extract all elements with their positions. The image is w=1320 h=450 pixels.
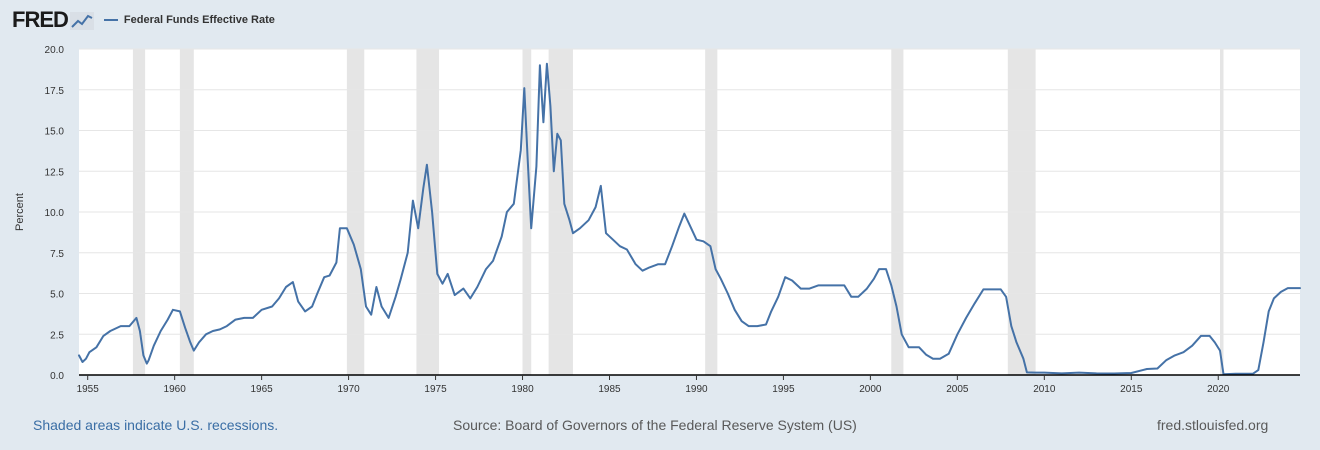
y-tick-label: 2.5: [50, 330, 64, 341]
recession-note-link[interactable]: Shaded areas indicate U.S. recessions.: [33, 417, 279, 433]
x-tick-label: 2015: [1120, 384, 1143, 395]
x-tick-label: 1955: [77, 384, 100, 395]
fred-site-link[interactable]: fred.stlouisfed.org: [1157, 417, 1269, 433]
series-line[interactable]: [78, 62, 1301, 376]
x-ticks: 1955 1960 1965 1970 1975 1980 1985 1990 1995 2000…: [77, 375, 1230, 395]
x-tick-label: 1960: [164, 384, 187, 395]
x-tick-label: 1965: [251, 384, 274, 395]
y-tick-label: 15.0: [45, 127, 65, 138]
source-note: Source: Board of Governors of the Federa…: [453, 417, 857, 433]
fred-logo[interactable]: FRED: [12, 7, 69, 32]
x-tick-label: 2010: [1033, 384, 1056, 395]
chart[interactable]: 1955 1960 1965 1970 1975 1980 1985 1990 1995 2000…: [0, 0, 1320, 410]
legend-label[interactable]: Federal Funds Effective Rate: [123, 14, 275, 26]
legend: Federal Funds Effective Rate: [103, 14, 275, 26]
chart-header: FRED Federal Funds Effective Rate: [12, 8, 275, 32]
x-tick-label: 1985: [598, 384, 621, 395]
x-tick-label: 1990: [685, 384, 708, 395]
y-tick-label: 12.5: [45, 167, 65, 178]
y-tick-label: 0.0: [50, 371, 64, 382]
y-tick-label: 17.5: [45, 86, 65, 97]
y-tick-label: 7.5: [50, 249, 64, 260]
x-tick-label: 2020: [1207, 384, 1230, 395]
x-tick-label: 1980: [511, 384, 534, 395]
x-tick-label: 1975: [424, 384, 447, 395]
y-tick-label: 5.0: [50, 290, 64, 301]
y-tick-label: 20.0: [45, 45, 65, 56]
legend-swatch: [103, 19, 118, 21]
x-tick-label: 1970: [337, 384, 360, 395]
y-tick-label: 10.0: [45, 208, 65, 219]
logo-graph-icon: [69, 12, 94, 30]
x-tick-label: 2005: [946, 384, 969, 395]
series-layer: [78, 62, 1301, 376]
y-ticks: 0.0 2.5 5.0 7.5 10.0 12.5 15.0 17.5 20.0: [45, 45, 65, 382]
x-tick-label: 1995: [772, 384, 795, 395]
y-axis-label: Percent: [14, 193, 26, 231]
x-tick-label: 2000: [859, 384, 882, 395]
